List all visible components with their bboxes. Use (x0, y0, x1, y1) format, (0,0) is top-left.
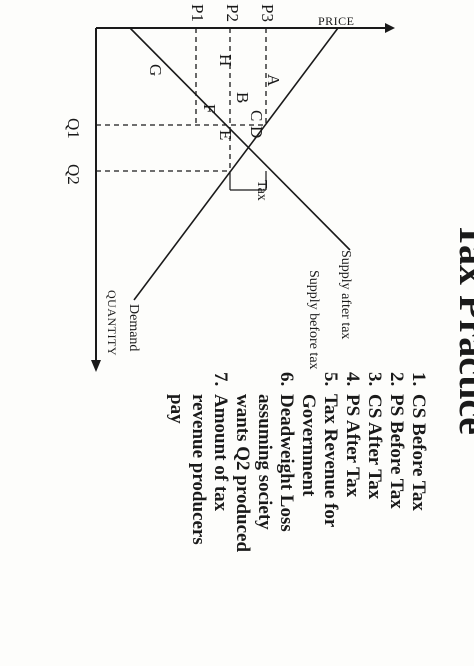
price-axis-label: PRICE (318, 14, 355, 28)
price-axis-arrow-icon (385, 23, 395, 33)
quantity-axis-label: QUANTITY (105, 290, 119, 356)
question-text: PS After Tax (342, 394, 363, 498)
p3-label-group: P3 (258, 4, 277, 22)
question-text: revenue producers (188, 394, 209, 545)
question-number: 1. (408, 372, 429, 386)
quantity-axis-arrow-icon (91, 360, 101, 372)
question-text: Government (298, 394, 319, 497)
p2-label-group: P2 (223, 4, 242, 22)
area-label-g: G (146, 64, 165, 76)
q1-label-group: Q1 (64, 118, 83, 139)
question-3: 3. CS After Tax (364, 372, 385, 500)
area-label-f: F (200, 104, 219, 113)
question-text: assuming society (254, 394, 275, 530)
area-label-c: C (247, 110, 266, 121)
quantity-axis-label-group: QUANTITY (105, 290, 119, 356)
supply-before-tax-label: Supply before tax (306, 270, 321, 370)
area-label-b: B (233, 92, 252, 103)
area-label-a: A (264, 74, 283, 87)
demand-label: Demand (126, 304, 141, 351)
question-2: 2. PS Before Tax (386, 372, 407, 509)
p1-label-group: P1 (188, 4, 207, 22)
price-label-p3: P3 (258, 4, 277, 22)
question-text: Amount of tax (210, 394, 231, 512)
price-label-p2: P2 (223, 4, 242, 22)
question-number: 3. (364, 372, 385, 386)
question-text: CS After Tax (364, 394, 385, 500)
question-number: 5. (320, 372, 341, 386)
q2-label-group: Q2 (64, 164, 83, 185)
question-7: 7. Amount of tax revenue producers pay (166, 372, 231, 545)
quantity-label-q1: Q1 (64, 118, 83, 139)
question-text: pay (166, 394, 187, 424)
question-6: 6. Deadweight Loss assuming society want… (232, 372, 297, 552)
question-text: Deadweight Loss (276, 394, 297, 532)
question-number: 2. (386, 372, 407, 386)
supply-before-tax-label-group: Supply before tax (306, 270, 321, 370)
question-panel: Tax Practice 1. CS Before Tax 2. PS Befo… (166, 222, 474, 552)
tax-label-group: Tax (254, 180, 269, 201)
question-text: CS Before Tax (408, 394, 429, 511)
area-label-e: E (216, 130, 235, 140)
question-5: 5. Tax Revenue for Government (298, 372, 341, 528)
question-text: wants Q2 produced (232, 394, 253, 552)
area-label-h: H (216, 54, 235, 66)
question-4: 4. PS After Tax (342, 372, 363, 498)
page-title: Tax Practice (451, 222, 474, 435)
supply-after-tax-label-group: Supply after tax (338, 250, 353, 339)
quantity-label-q2: Q2 (64, 164, 83, 185)
supply-before-tax-curve (129, 27, 351, 251)
area-label-d: D (247, 126, 266, 138)
question-1: 1. CS Before Tax (408, 372, 429, 511)
question-text: Tax Revenue for (320, 394, 341, 528)
supply-after-tax-label: Supply after tax (338, 250, 353, 339)
question-number: 7. (210, 372, 231, 386)
demand-curve (133, 27, 339, 301)
tax-label: Tax (254, 180, 269, 201)
question-number: 4. (342, 372, 363, 386)
question-number: 6. (276, 372, 297, 386)
price-label-p1: P1 (188, 4, 207, 22)
demand-label-group: Demand (126, 304, 141, 351)
question-text: PS Before Tax (386, 394, 407, 509)
